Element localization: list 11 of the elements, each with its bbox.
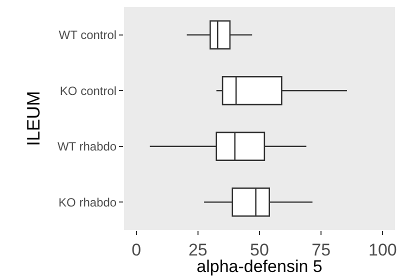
y-tick-label: WT control	[58, 28, 117, 42]
x-tick-label: 50	[250, 240, 269, 260]
x-tick-label: 100	[368, 240, 397, 260]
y-tick-label: KO rhabdo	[58, 195, 117, 210]
y-axis-title: ILEUM	[24, 90, 44, 146]
x-tick-label: 75	[312, 240, 331, 260]
x-tick-label: 25	[188, 240, 208, 260]
y-tick-label: KO control	[60, 84, 117, 98]
x-tick-label: 0	[132, 240, 142, 260]
y-tick-label: WT rhabdo	[57, 140, 117, 154]
x-axis-title: alpha-defensin 5	[196, 257, 322, 276]
